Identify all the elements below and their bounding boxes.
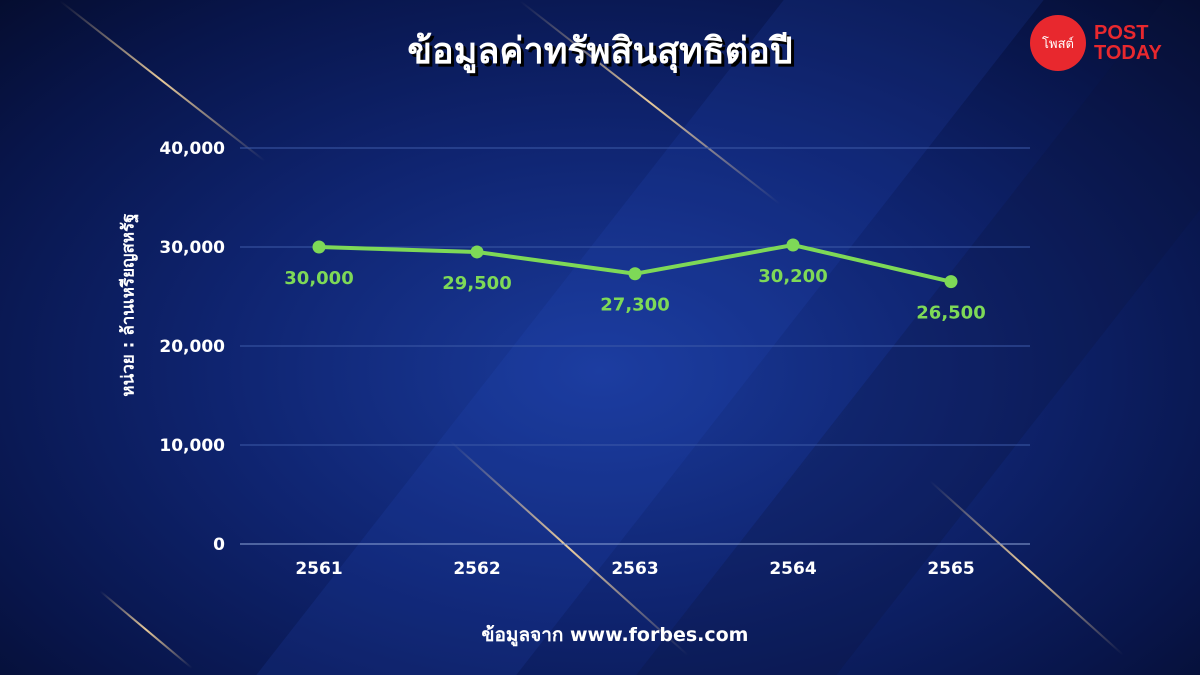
data-label: 30,200: [758, 266, 827, 287]
data-label: 27,300: [600, 295, 669, 316]
logo-text: POST: [1094, 22, 1149, 44]
data-point: [786, 238, 800, 252]
data-label: 29,500: [442, 273, 511, 294]
source-text: ข้อมูลจาก www.forbes.com: [481, 624, 749, 646]
x-tick-label: 2565: [927, 559, 974, 579]
chart-title: ข้อมูลค่าทรัพสินสุทธิต่อปี: [407, 31, 793, 72]
data-point: [470, 245, 484, 259]
data-point: [312, 240, 326, 254]
data-point: [944, 275, 958, 289]
y-tick-label: 40,000: [159, 139, 225, 159]
y-tick-label: 30,000: [159, 238, 225, 258]
logo-circle: โพสต์: [1030, 15, 1086, 71]
x-tick-label: 2563: [611, 559, 658, 579]
x-tick-label: 2561: [295, 559, 342, 579]
y-tick-label: 10,000: [159, 436, 225, 456]
data-label: 26,500: [916, 303, 985, 324]
data-point: [628, 267, 642, 281]
y-tick-label: 0: [213, 535, 225, 555]
y-tick-label: 20,000: [159, 337, 225, 357]
logo-text: TODAY: [1094, 42, 1162, 64]
post-today-logo: โพสต์ POST TODAY: [1030, 15, 1162, 71]
x-tick-label: 2564: [769, 559, 816, 579]
x-tick-label: 2562: [453, 559, 500, 579]
data-label: 30,000: [284, 268, 353, 289]
